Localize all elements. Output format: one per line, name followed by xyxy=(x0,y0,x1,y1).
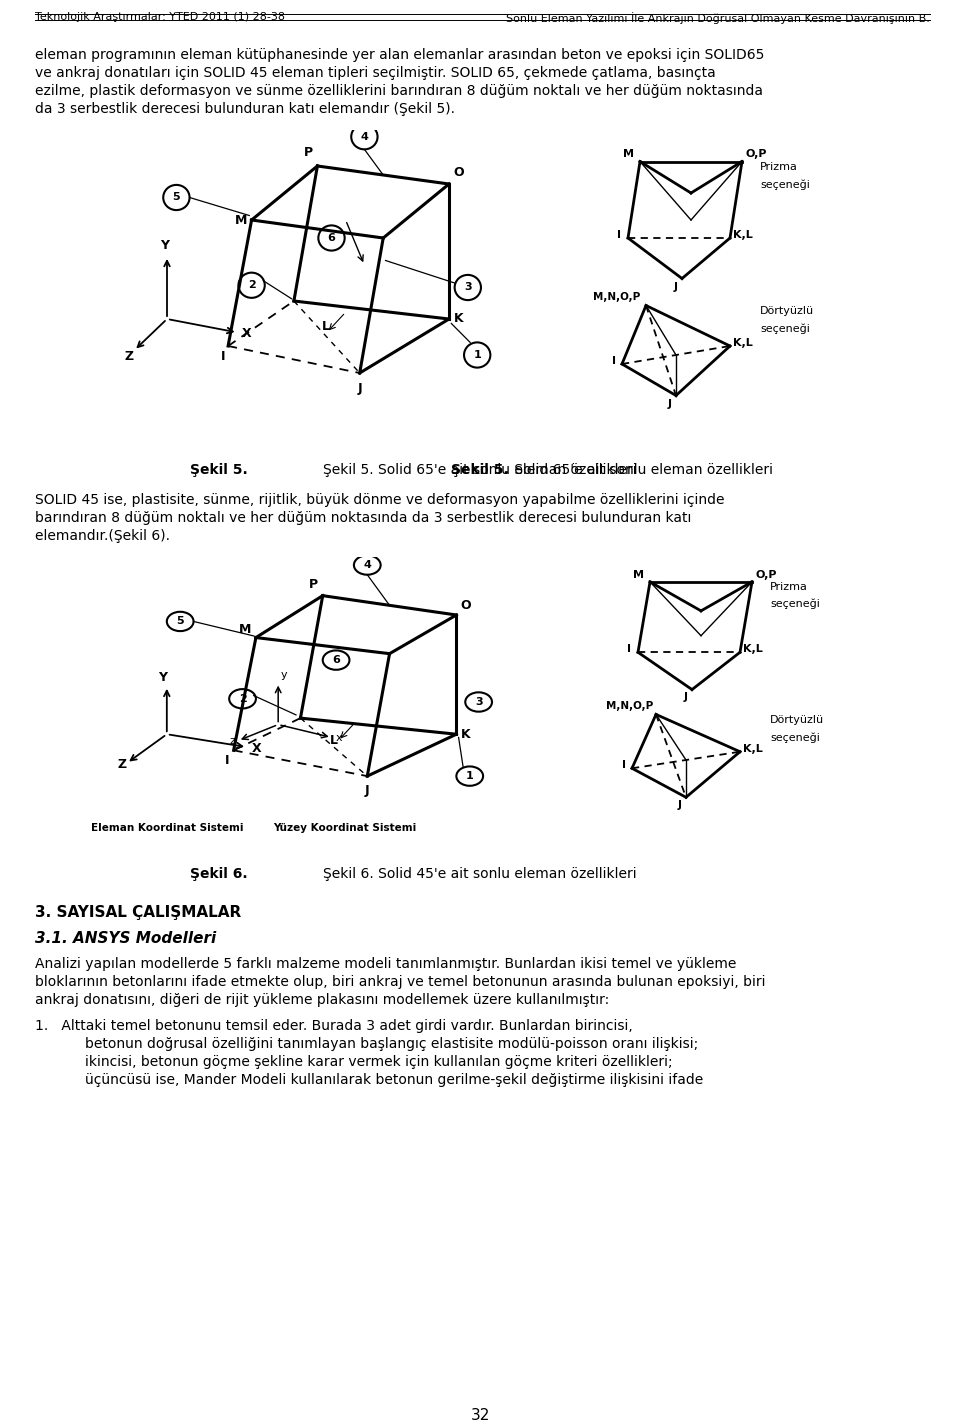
Text: P: P xyxy=(309,577,319,590)
Text: seçeneği: seçeneği xyxy=(770,732,820,744)
Text: J: J xyxy=(357,383,362,395)
Text: M,N,O,P: M,N,O,P xyxy=(606,701,653,711)
Text: M: M xyxy=(234,213,247,226)
Text: L: L xyxy=(323,320,330,333)
Text: betonun doğrusal özelliğini tanımlayan başlangıç elastisite modülü-poisson oranı: betonun doğrusal özelliğini tanımlayan b… xyxy=(85,1037,698,1051)
Text: Şekil 6.: Şekil 6. xyxy=(190,867,248,882)
Text: 5: 5 xyxy=(177,617,184,627)
Text: 3. SAYISAL ÇALIŞMALAR: 3. SAYISAL ÇALIŞMALAR xyxy=(35,904,241,920)
Text: seçeneği: seçeneği xyxy=(760,181,810,191)
Text: y: y xyxy=(280,670,287,680)
Text: I: I xyxy=(221,350,226,364)
Text: Sonlu Eleman Yazılımı İle Ankrajın Doğrusal Olmayan Kesme Davranışının B.: Sonlu Eleman Yazılımı İle Ankrajın Doğru… xyxy=(506,11,930,24)
Text: Şekil 5.: Şekil 5. xyxy=(451,464,509,476)
Text: P: P xyxy=(303,146,313,159)
Text: Solid 65'e ait sonlu eleman özellikleri: Solid 65'e ait sonlu eleman özellikleri xyxy=(510,464,773,476)
Text: x: x xyxy=(336,732,343,742)
Text: Analizi yapılan modellerde 5 farklı malzeme modeli tanımlanmıştır. Bunlardan iki: Analizi yapılan modellerde 5 farklı malz… xyxy=(35,957,736,971)
Text: O,P: O,P xyxy=(745,149,766,159)
Text: I: I xyxy=(622,761,626,771)
Text: Z: Z xyxy=(125,350,133,363)
Text: Prizma: Prizma xyxy=(760,162,798,172)
Text: Yüzey Koordinat Sistemi: Yüzey Koordinat Sistemi xyxy=(274,823,417,833)
Text: 6: 6 xyxy=(327,233,335,243)
Text: 1.   Alttaki temel betonunu temsil eder. Burada 3 adet girdi vardır. Bunlardan b: 1. Alttaki temel betonunu temsil eder. B… xyxy=(35,1020,633,1032)
Text: J: J xyxy=(684,693,688,702)
Text: Eleman Koordinat Sistemi: Eleman Koordinat Sistemi xyxy=(90,823,243,833)
Text: X: X xyxy=(242,327,252,340)
Text: 3.1. ANSYS Modelleri: 3.1. ANSYS Modelleri xyxy=(35,931,216,946)
Text: 32: 32 xyxy=(470,1408,490,1422)
Text: 6: 6 xyxy=(332,656,340,665)
Text: 5: 5 xyxy=(173,192,180,202)
Text: ankraj donatısını, diğeri de rijit yükleme plakasını modellemek üzere kullanılmı: ankraj donatısını, diğeri de rijit yükle… xyxy=(35,993,610,1007)
Text: 3: 3 xyxy=(475,697,483,707)
Text: I: I xyxy=(612,356,616,365)
Text: Dörtyüzlü: Dörtyüzlü xyxy=(770,715,824,725)
Text: Dörtyüzlü: Dörtyüzlü xyxy=(760,307,814,317)
Text: O,P: O,P xyxy=(755,570,777,580)
Text: elemandır.(Şekil 6).: elemandır.(Şekil 6). xyxy=(35,529,170,543)
Text: 4: 4 xyxy=(363,560,372,570)
Text: Şekil 6. Solid 45'e ait sonlu eleman özellikleri: Şekil 6. Solid 45'e ait sonlu eleman öze… xyxy=(324,867,636,882)
Text: J: J xyxy=(674,282,678,292)
Text: M: M xyxy=(623,149,634,159)
Text: M: M xyxy=(239,623,252,636)
Text: barındıran 8 düğüm noktalı ve her düğüm noktasında da 3 serbestlik derecesi bulu: barındıran 8 düğüm noktalı ve her düğüm … xyxy=(35,510,691,525)
Text: Prizma: Prizma xyxy=(770,582,808,592)
Text: z: z xyxy=(229,737,235,747)
Text: L: L xyxy=(329,734,337,747)
Text: 2: 2 xyxy=(248,280,255,290)
Text: K,L: K,L xyxy=(743,744,763,754)
Text: da 3 serbestlik derecesi bulunduran katı elemandır (Şekil 5).: da 3 serbestlik derecesi bulunduran katı… xyxy=(35,102,455,117)
Text: Şekil 5. Solid 65'e ait sonlu eleman özellikleri: Şekil 5. Solid 65'e ait sonlu eleman öze… xyxy=(324,464,636,476)
Text: bloklarının betonlarını ifade etmekte olup, biri ankraj ve temel betonunun arası: bloklarının betonlarını ifade etmekte ol… xyxy=(35,975,765,988)
Text: K,L: K,L xyxy=(733,230,753,240)
Text: K,L: K,L xyxy=(743,644,763,654)
Text: Y: Y xyxy=(160,239,169,252)
Text: I: I xyxy=(616,230,621,240)
Text: 3: 3 xyxy=(464,283,471,293)
Text: Teknolojik Araştırmalar: YTED 2011 (1) 28-38: Teknolojik Araştırmalar: YTED 2011 (1) 2… xyxy=(35,11,285,21)
Text: 1: 1 xyxy=(466,771,473,781)
Text: K,L: K,L xyxy=(733,338,753,348)
Text: J: J xyxy=(365,784,370,798)
Text: 2: 2 xyxy=(239,694,247,704)
Text: M,N,O,P: M,N,O,P xyxy=(592,292,640,301)
Text: ikincisi, betonun göçme şekline karar vermek için kullanılan göçme kriteri özell: ikincisi, betonun göçme şekline karar ve… xyxy=(85,1055,673,1069)
Text: üçüncüsü ise, Mander Modeli kullanılarak betonun gerilme-şekil değiştirme ilişki: üçüncüsü ise, Mander Modeli kullanılarak… xyxy=(85,1074,704,1086)
Text: Şekil 5.: Şekil 5. xyxy=(190,464,248,476)
Text: eleman programının eleman kütüphanesinde yer alan elemanlar arasından beton ve e: eleman programının eleman kütüphanesinde… xyxy=(35,48,764,63)
Text: J: J xyxy=(668,398,672,408)
Text: seçeneği: seçeneği xyxy=(760,324,810,334)
Text: I: I xyxy=(627,644,631,654)
Text: O: O xyxy=(461,599,471,611)
Text: Y: Y xyxy=(157,671,167,684)
Text: X: X xyxy=(252,742,261,755)
Text: Z: Z xyxy=(118,758,127,771)
Text: M: M xyxy=(633,570,644,580)
Text: K: K xyxy=(461,728,470,741)
Text: J: J xyxy=(678,799,682,809)
Text: ezilme, plastik deformasyon ve sünme özelliklerini barındıran 8 düğüm noktalı ve: ezilme, plastik deformasyon ve sünme öze… xyxy=(35,84,763,98)
Text: 4: 4 xyxy=(360,132,369,142)
Text: 1: 1 xyxy=(473,350,481,360)
Text: SOLID 45 ise, plastisite, sünme, rijitlik, büyük dönme ve deformasyon yapabilme : SOLID 45 ise, plastisite, sünme, rijitli… xyxy=(35,493,725,508)
Text: I: I xyxy=(225,754,229,766)
Text: ve ankraj donatıları için SOLID 45 eleman tipleri seçilmiştir. SOLID 65, çekmede: ve ankraj donatıları için SOLID 45 elema… xyxy=(35,65,716,80)
Text: seçeneği: seçeneği xyxy=(770,599,820,609)
Text: O: O xyxy=(454,166,465,179)
Text: K: K xyxy=(454,313,464,326)
